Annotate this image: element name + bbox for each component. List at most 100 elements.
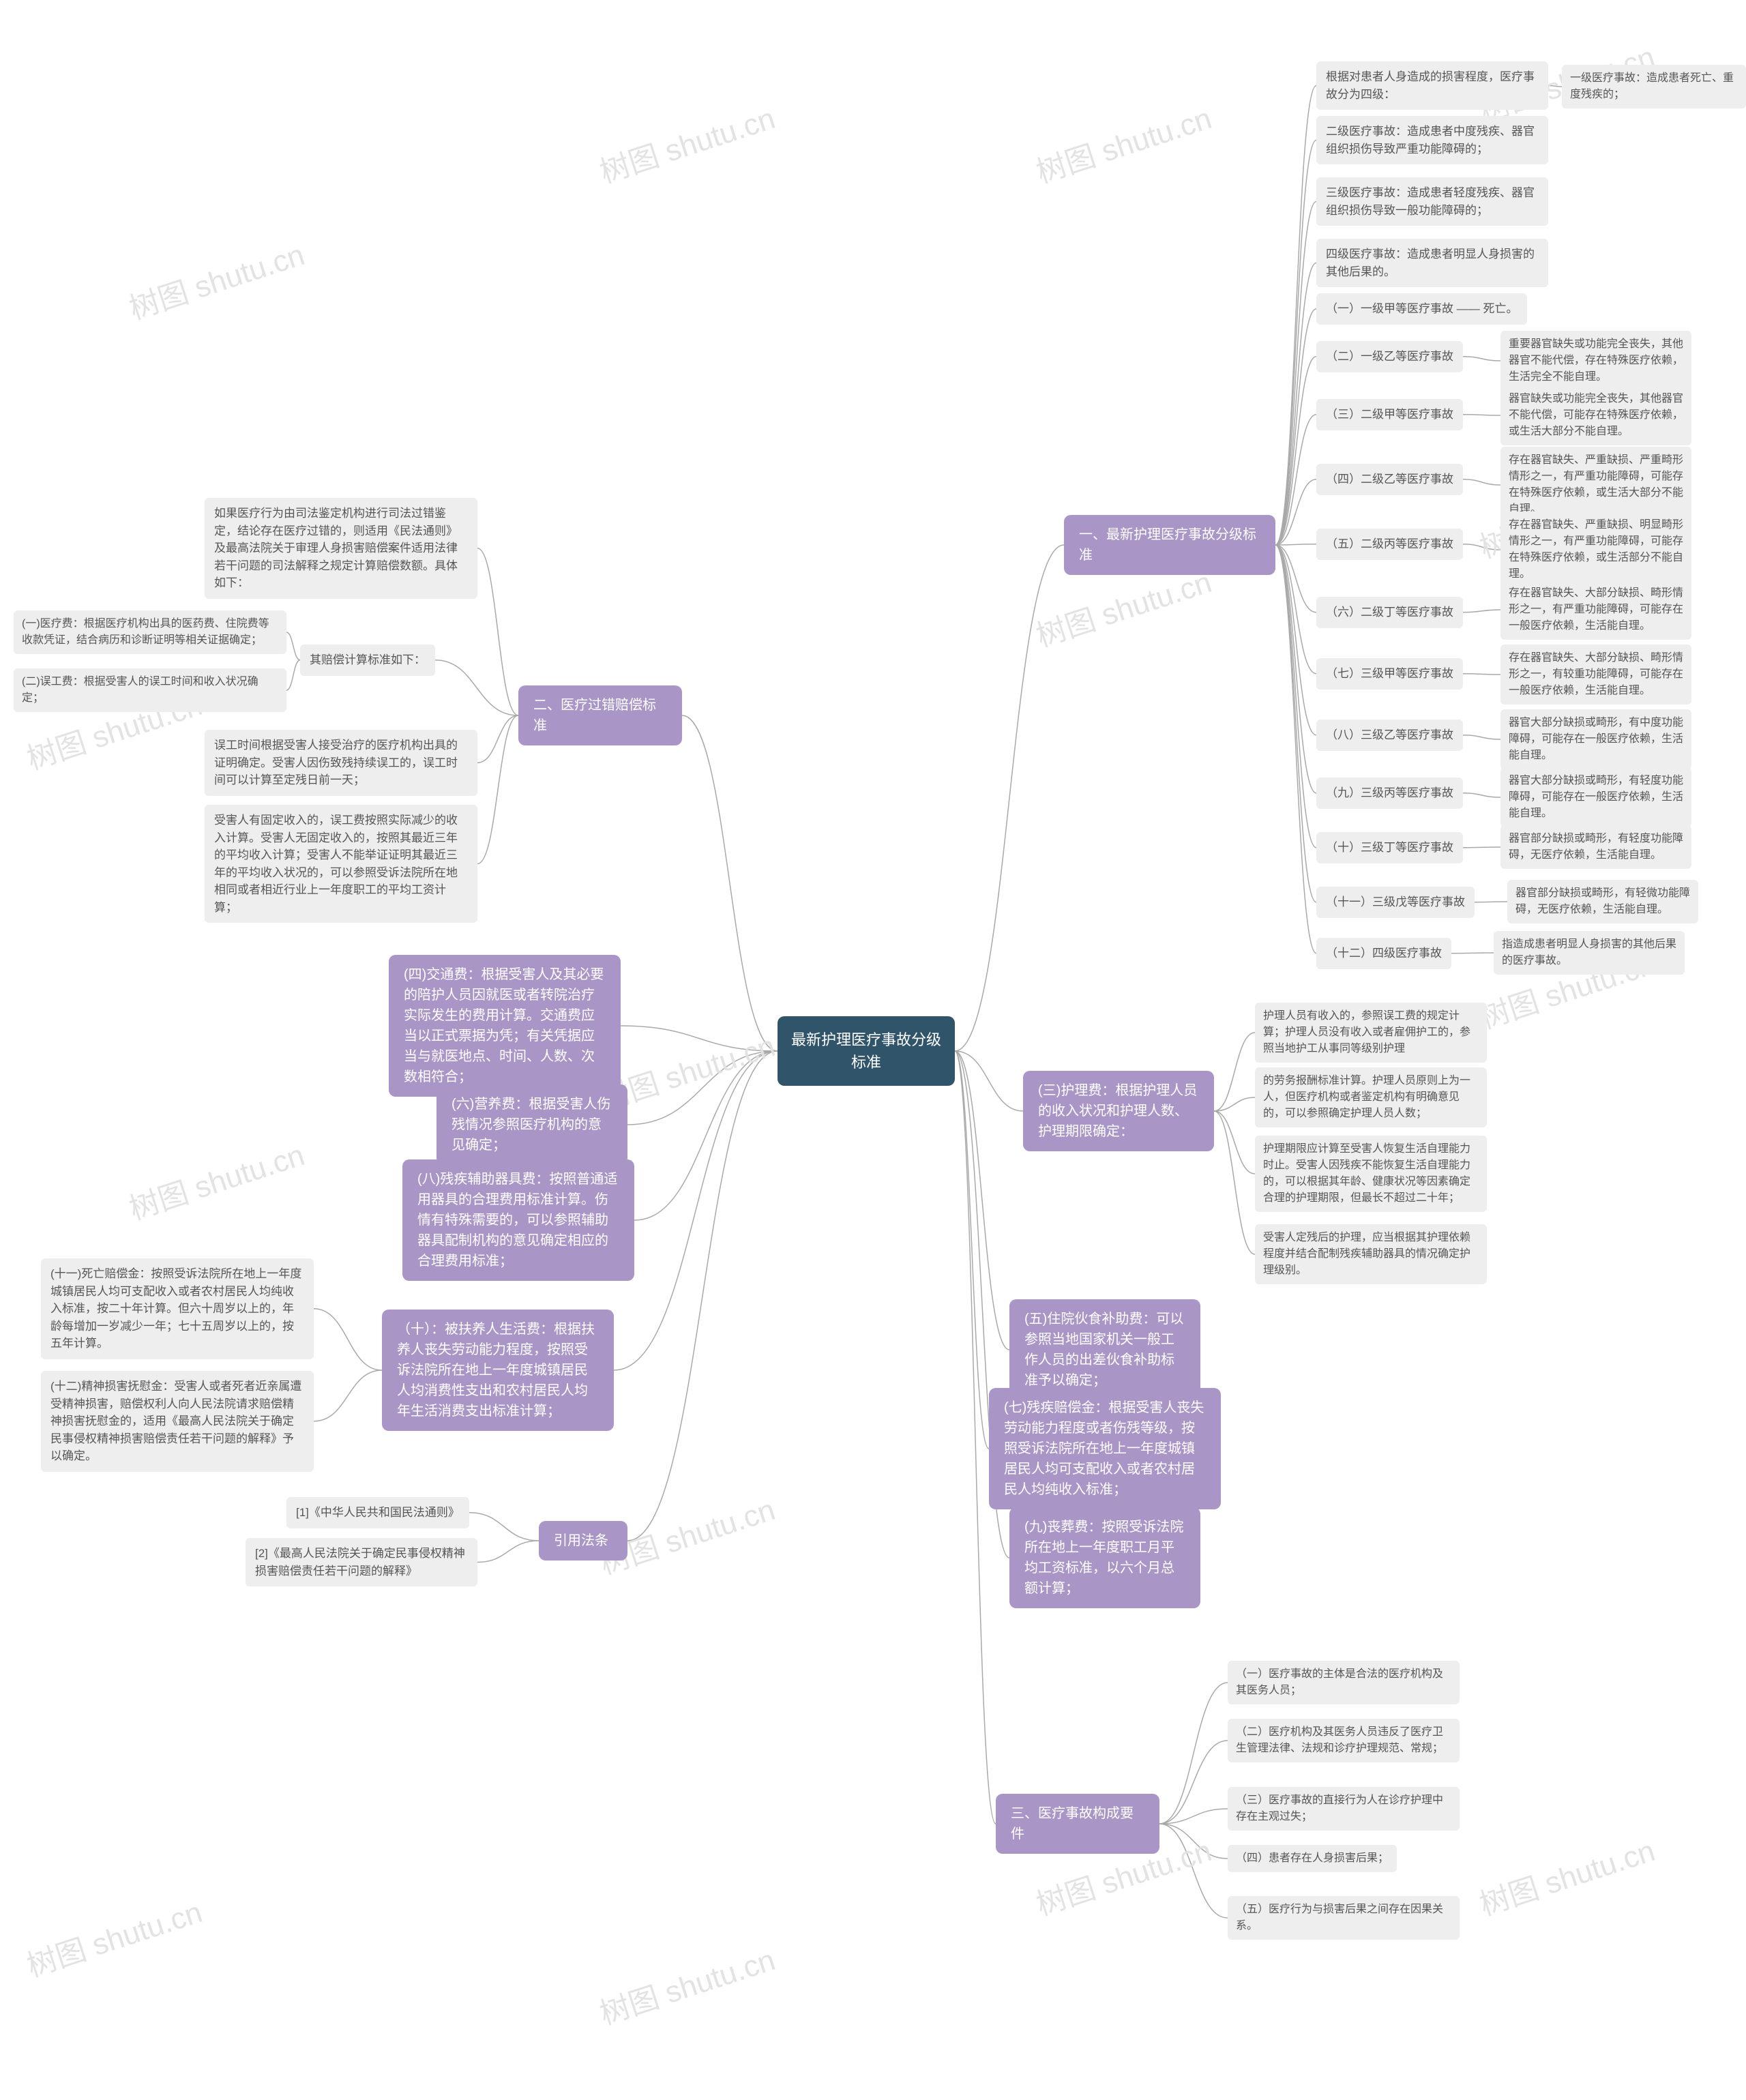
mindmap-node-m4b: （二）医疗机构及其医务人员违反了医疗卫生管理法律、法规和诊疗护理规范、常规； [1228, 1719, 1460, 1762]
edge [314, 1309, 382, 1370]
edge [1275, 545, 1316, 953]
edge [314, 1370, 382, 1421]
mindmap-node-m2c: 误工时间根据受害人接受治疗的医疗机构出具的证明确定。受害人因伤致残持续误工的，误… [205, 730, 477, 796]
watermark: 树图 shutu.cn [593, 1936, 780, 2033]
mindmap-node-m4a: （一）医疗事故的主体是合法的医疗机构及其医务人员； [1228, 1661, 1460, 1704]
mindmap-node-m1p: （十二）四级医疗事故 [1316, 938, 1451, 969]
mindmap-node-m1n1: 器官部分缺损或畸形，有轻度功能障碍，无医疗依赖，生活能自理。 [1500, 825, 1691, 869]
edge [682, 715, 778, 1051]
mindmap-node-p9: (九)丧葬费：按照受诉法院所在地上一年度职工月平均工资标准，以六个月总额计算； [1009, 1507, 1200, 1608]
mindmap-node-m2d: 受害人有固定收入的，误工费按照实际减少的收入计算。受害人无固定收入的，按照其最近… [205, 805, 477, 923]
edge [1159, 1683, 1228, 1824]
edge [955, 1051, 989, 1449]
edge [469, 1513, 539, 1541]
edge [1275, 357, 1316, 545]
mindmap-node-p10b: (十二)精神损害抚慰金：受害人或者死者近亲属遭受精神损害，赔偿权利人向人民法院请… [41, 1371, 314, 1472]
mindmap-node-m2: 二、医疗过错赔偿标准 [518, 685, 682, 745]
mindmap-node-m1: 一、最新护理医疗事故分级标准 [1064, 515, 1275, 575]
edge [1159, 1824, 1228, 1859]
edge [955, 545, 1064, 1051]
mindmap-node-m3a: 护理人员有收入的，参照误工费的规定计算；护理人员没有收入或者雇佣护工的，参照当地… [1255, 1003, 1487, 1063]
edge [621, 1026, 778, 1051]
edge [1214, 1097, 1255, 1111]
edge [1275, 86, 1316, 546]
edge [1275, 202, 1316, 546]
mindmap-node-m4c: （三）医疗事故的直接行为人在诊疗护理中存在主观过失； [1228, 1787, 1460, 1831]
mindmap-node-m1m: （九）三级丙等医疗事故 [1316, 778, 1463, 809]
edge [477, 1541, 539, 1563]
edge [1275, 545, 1316, 848]
mindmap-node-m4: 三、医疗事故构成要件 [996, 1794, 1159, 1854]
watermark: 树图 shutu.cn [593, 94, 780, 192]
edge [1463, 610, 1500, 612]
edge [1275, 415, 1316, 545]
mindmap-node-m1i1: 存在器官缺失、严重缺损、明显畸形情形之一，有严重功能障碍，可能存在特殊医疗依赖，… [1500, 512, 1691, 588]
mindmap-node-m1j1: 存在器官缺失、大部分缺损、畸形情形之一，有严重功能障碍，可能存在一般医疗依赖，生… [1500, 580, 1691, 640]
edge [1275, 309, 1316, 545]
mindmap-node-p8: (八)残疾辅助器具费：按照普通适用器具的合理费用标准计算。伤情有特殊需要的，可以… [402, 1159, 634, 1281]
center-node: 最新护理医疗事故分级标准 [778, 1016, 955, 1086]
edge [627, 1051, 778, 1125]
mindmap-node-p10a: (十一)死亡赔偿金：按照受诉法院所在地上一年度城镇居民人均可支配收入或者农村居民… [41, 1258, 314, 1359]
edge [1159, 1809, 1228, 1824]
watermark: 树图 shutu.cn [1473, 1827, 1659, 1924]
edge [634, 1051, 778, 1220]
mindmap-node-m1l1: 器官大部分缺损或畸形，有中度功能障碍，可能存在一般医疗依赖，生活能自理。 [1500, 709, 1691, 769]
edge [614, 1051, 778, 1370]
mindmap-node-p10: （十）：被扶养人生活费：根据扶养人丧失劳动能力程度，按照受诉法院所在地上一年度城… [382, 1310, 614, 1431]
edge [1463, 357, 1500, 361]
edge [1463, 793, 1500, 797]
mindmap-node-m1c: 三级医疗事故：造成患者轻度残疾、器官组织损伤导致一般功能障碍的； [1316, 177, 1548, 226]
edge [435, 660, 518, 715]
edge [1275, 263, 1316, 546]
edge [1463, 847, 1500, 848]
edge [1275, 545, 1316, 793]
edge [627, 1051, 778, 1541]
mindmap-node-m1k: （七）三级甲等医疗事故 [1316, 658, 1463, 690]
edge [955, 1051, 1023, 1111]
mindmap-node-m1a1: 一级医疗事故：造成患者死亡、重度残疾的； [1562, 65, 1746, 108]
mindmap-node-m1n: （十）三级丁等医疗事故 [1316, 832, 1463, 863]
edge [477, 715, 518, 763]
mindmap-node-p5: (五)住院伙食补助费：可以参照当地国家机关一般工作人员的出差伙食补助标准予以确定… [1009, 1299, 1200, 1400]
edge [1159, 1741, 1228, 1824]
mindmap-node-m2b: 其赔偿计算标准如下： [300, 645, 435, 676]
mindmap-node-m1l: （八）三级乙等医疗事故 [1316, 720, 1463, 751]
mindmap-node-m1j: （六）二级丁等医疗事故 [1316, 597, 1463, 628]
edge [477, 715, 518, 864]
edge [1214, 1111, 1255, 1174]
edge [955, 1051, 1009, 1350]
mindmap-node-m3: (三)护理费：根据护理人员的收入状况和护理人数、护理期限确定： [1023, 1071, 1214, 1151]
mindmap-node-p4: (四)交通费：根据受害人及其必要的陪护人员因就医或者转院治疗实际发生的费用计算。… [389, 955, 621, 1097]
edge [286, 632, 300, 660]
edge [477, 548, 518, 715]
mindmap-node-m1b: 二级医疗事故：造成患者中度残疾、器官组织损伤导致严重功能障碍的； [1316, 116, 1548, 164]
mindmap-node-m3b: 的劳务报酬标准计算。护理人员原则上为一人，但医疗机构或者鉴定机构有明确意见的，可… [1255, 1067, 1487, 1127]
mindmap-node-p7: (七)残疾赔偿金：根据受害人丧失劳动能力程度或者伤残等级，按照受诉法院所在地上一… [989, 1388, 1221, 1509]
mindmap-node-m2a: 如果医疗行为由司法鉴定机构进行司法过错鉴定，结论存在医疗过错的，则适用《民法通则… [205, 498, 477, 599]
mindmap-node-mref: 引用法条 [539, 1521, 627, 1561]
edge [1275, 545, 1316, 612]
watermark: 树图 shutu.cn [123, 231, 309, 328]
mindmap-node-m1g1: 器官缺失或功能完全丧失，其他器官不能代偿，可能存在特殊医疗依赖，或生活大部分不能… [1500, 385, 1691, 445]
mindmap-node-m1i: （五）二级丙等医疗事故 [1316, 529, 1463, 560]
mindmap-node-m1k1: 存在器官缺失、大部分缺损、畸形情形之一，有较重功能障碍，可能存在一般医疗依赖，生… [1500, 645, 1691, 705]
mindmap-node-m4e: （五）医疗行为与损害后果之间存在因果关系。 [1228, 1896, 1460, 1940]
edge [286, 660, 300, 690]
edge [1159, 1824, 1228, 1918]
edge [1463, 674, 1500, 675]
mindmap-node-m1g: （三）二级甲等医疗事故 [1316, 399, 1463, 430]
watermark: 树图 shutu.cn [1030, 94, 1216, 192]
edge [1275, 545, 1316, 735]
mindmap-node-m4d: （四）患者存在人身损害后果； [1228, 1845, 1397, 1872]
edge [1275, 544, 1316, 545]
mindmap-node-p6: (六)营养费：根据受害人伤残情况参照医疗机构的意见确定； [436, 1084, 627, 1165]
mindmap-node-m1o1: 器官部分缺损或畸形，有轻微功能障碍，无医疗依赖，生活能自理。 [1507, 880, 1698, 923]
edge [1275, 545, 1316, 674]
mindmap-node-m2b1: (一)医疗费：根据医疗机构出具的医药费、住院费等收款凭证，结合病历和诊断证明等相… [14, 610, 286, 654]
mindmap-node-m2b2: (二)误工费：根据受害人的误工时间和收入状况确定； [14, 668, 286, 712]
edge [1463, 544, 1500, 550]
mindmap-node-m3d: 受害人定残后的护理，应当根据其护理依赖程度并结合配制残疾辅助器具的情况确定护理级… [1255, 1224, 1487, 1284]
edge [1275, 141, 1316, 546]
mindmap-node-m1h: （四）二级乙等医疗事故 [1316, 464, 1463, 495]
